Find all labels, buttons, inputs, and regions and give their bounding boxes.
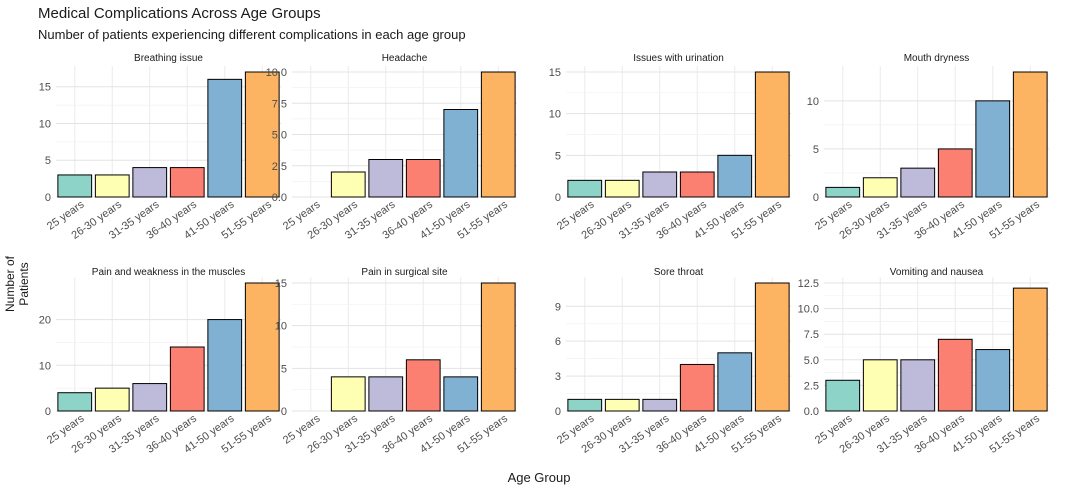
bar [169, 346, 205, 412]
facet-title: Headache [382, 53, 428, 64]
facet-title: Vomiting and nausea [890, 267, 984, 278]
bar [937, 338, 973, 412]
y-axis-label: Number of Patients [3, 255, 31, 313]
bar [975, 349, 1011, 412]
y-tick-label: 5 [555, 150, 561, 162]
y-tick-label: 10.0 [266, 67, 287, 79]
bar [94, 174, 130, 198]
bar [405, 159, 441, 198]
bar [567, 179, 603, 198]
y-tick-label: 9 [555, 301, 561, 313]
bar [169, 167, 205, 198]
bar [480, 282, 516, 412]
bar [368, 376, 404, 412]
y-tick-label: 5.0 [272, 130, 287, 142]
y-tick-label: 3 [555, 371, 561, 383]
y-tick-label: 5.0 [804, 355, 819, 367]
x-axis-label: Age Group [507, 470, 571, 485]
bar [567, 398, 603, 412]
bar [679, 363, 715, 412]
bar [330, 376, 366, 412]
bar [1012, 71, 1048, 198]
y-tick-label: 0 [555, 406, 561, 418]
bar [937, 148, 973, 198]
y-tick-label: 15 [39, 82, 51, 94]
y-tick-label: 10 [39, 118, 51, 130]
bar [57, 174, 93, 198]
facet-title: Sore throat [654, 267, 704, 278]
bar [480, 71, 516, 198]
y-tick-label: 10 [807, 96, 819, 108]
y-tick-label: 7.5 [272, 98, 287, 110]
bar [717, 154, 753, 198]
bar [132, 167, 168, 198]
facet-title: Pain and weakness in the muscles [92, 267, 245, 278]
bar [132, 383, 168, 412]
chart-subtitle: Number of patients experiencing differen… [38, 27, 466, 42]
chart-title: Medical Complications Across Age Groups [38, 5, 321, 22]
y-tick-label: 0 [555, 192, 561, 204]
bar [244, 71, 280, 198]
bar [754, 282, 790, 412]
bar [244, 282, 280, 412]
y-tick-label: 10 [549, 109, 561, 121]
bar [825, 186, 861, 198]
bar [368, 159, 404, 198]
bar [862, 177, 898, 198]
bar [57, 392, 93, 412]
facet-title: Breathing issue [134, 53, 203, 64]
bar [443, 109, 479, 198]
y-tick-label: 12.5 [798, 278, 819, 290]
y-tick-label: 15 [549, 67, 561, 79]
bar [207, 78, 243, 198]
bar [604, 179, 640, 198]
facet-title: Pain in surgical site [361, 267, 448, 278]
y-tick-label: 0 [45, 192, 51, 204]
y-tick-label: 10.0 [798, 304, 819, 316]
y-tick-label: 10 [275, 321, 287, 333]
bar [862, 359, 898, 412]
facet-title: Issues with urination [633, 53, 724, 64]
bar [642, 398, 678, 412]
y-tick-label: 0.0 [272, 192, 287, 204]
bar [207, 319, 243, 412]
bar [900, 359, 936, 412]
bar [1012, 287, 1048, 412]
y-tick-label: 5 [281, 363, 287, 375]
y-tick-label: 10 [39, 360, 51, 372]
y-tick-label: 2.5 [804, 380, 819, 392]
bar [94, 387, 130, 412]
y-tick-label: 20 [39, 315, 51, 327]
bar [717, 352, 753, 412]
bar [330, 171, 366, 198]
y-tick-label: 6 [555, 336, 561, 348]
y-tick-label: 0 [281, 406, 287, 418]
bar [443, 376, 479, 412]
facet-title: Mouth dryness [904, 53, 970, 64]
bar [642, 171, 678, 198]
bar [604, 398, 640, 412]
bar [825, 379, 861, 412]
y-tick-label: 0 [45, 406, 51, 418]
bar [975, 100, 1011, 198]
y-tick-label: 5 [45, 155, 51, 167]
bar [754, 71, 790, 198]
y-tick-label: 5 [813, 144, 819, 156]
y-tick-label: 0 [813, 192, 819, 204]
bar [900, 167, 936, 198]
y-tick-label: 0.0 [804, 406, 819, 418]
y-tick-label: 2.5 [272, 161, 287, 173]
bar [405, 359, 441, 412]
y-tick-label: 7.5 [804, 329, 819, 341]
y-tick-label: 15 [275, 278, 287, 290]
bar [679, 171, 715, 198]
